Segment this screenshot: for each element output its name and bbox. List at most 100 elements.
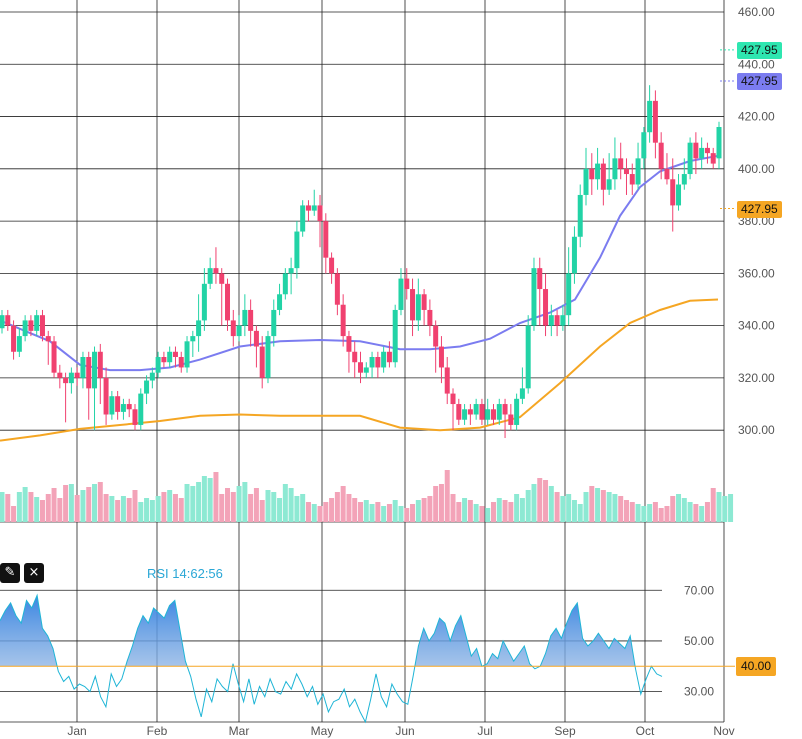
candle-body [548,315,554,326]
volume-bar [693,504,699,522]
volume-bar [305,502,311,522]
candle-body [502,404,508,415]
volume-bar [334,492,340,522]
pencil-icon: ✎ [4,565,16,580]
candle-body [288,268,294,274]
candle-body [560,315,566,326]
candle-body [22,320,28,337]
rsi-tick-label: 50.00 [684,634,714,648]
rsi-line [0,593,663,724]
volume-bar [687,502,693,522]
volume-bar [473,504,479,522]
volume-bar [496,498,502,522]
volume-bar [271,492,277,522]
candle-body [531,268,537,326]
time-tick-label: Mar [229,724,250,738]
rsi-tick-label: 70.00 [684,583,714,597]
candle-body [710,153,716,164]
candle-body [600,163,606,190]
candle-body [410,289,416,321]
volume-bar [525,490,531,522]
candle-body [629,174,635,185]
volume-bar [39,500,45,522]
volume-bar [381,506,387,522]
candle-body [57,372,63,378]
candle-body [369,357,375,368]
volume-bar [201,476,207,522]
candle-body [172,351,178,357]
candle-body [595,163,601,180]
volume-bar [161,492,167,522]
volume-bar [369,504,375,522]
candle-body [92,351,98,389]
rsi-tick-label: 30.00 [684,685,714,699]
volume-bar [358,502,363,522]
candle-body [438,346,444,368]
candle-body [0,315,5,329]
candle-body [381,351,387,368]
volume-bar [253,488,259,522]
candle-body [641,132,647,159]
candle-body [433,325,439,347]
candle-body [554,315,560,326]
price-tag: 427.95 [737,41,782,59]
volume-bar [670,496,676,522]
volume-bar [5,494,11,522]
volume-bar [68,484,74,522]
candle-body [352,351,358,363]
volume-bar [433,486,439,522]
candle-body [138,393,144,425]
volume-bar [45,494,51,522]
candlesticks[interactable] [0,85,722,439]
volume-bar [508,502,514,522]
price-tick-label: 300.00 [738,423,775,437]
volume-bar [728,494,734,522]
volume-bar [132,490,138,522]
volume-bar [635,504,641,522]
volume-bar [282,484,288,522]
candle-body [213,268,219,274]
volume-bar [138,502,144,522]
time-tick-label: Nov [713,724,734,738]
rsi-indicator-label: RSI 14:62:56 [147,566,223,581]
candle-body [363,367,369,373]
volume-bar [34,497,40,522]
volume-bar [329,498,335,522]
volume-bar [502,500,508,522]
candle-body [294,231,300,269]
candle-body [161,357,167,363]
candle-body [375,357,381,368]
volume-bar [450,494,456,522]
close-indicator-button[interactable]: × [24,563,44,583]
volume-bar [288,488,294,522]
candle-body [236,325,242,337]
volume-bar [207,478,213,522]
volume-bar [120,496,126,522]
volume-bar [600,490,606,522]
time-tick-label: Jul [477,724,492,738]
candle-body [623,168,629,175]
candle-body [259,346,265,378]
candle-body [334,273,340,305]
price-tick-label: 400.00 [738,162,775,176]
edit-indicator-button[interactable]: ✎ [0,563,20,583]
volume-bar [178,498,184,522]
candle-body [340,304,346,337]
candle-body [450,393,456,405]
candle-body [120,404,126,412]
time-axis-labels: Jan Feb Mar May Jun Jul Sep Oct Nov [67,724,734,738]
volume-bar [641,506,647,522]
price-tag: 427.95 [737,73,782,90]
candle-body [716,127,722,159]
price-tick-label: 380.00 [738,214,775,228]
candle-body [571,236,577,274]
volume-bar [543,480,549,522]
candle-body [305,205,311,211]
time-tick-label: May [311,724,334,738]
candle-body [652,100,658,143]
volume-bar [22,487,28,522]
volume-bar [86,487,92,522]
volume-bar [219,494,225,522]
time-tick-label: Jan [67,724,86,738]
candle-body [658,142,664,169]
